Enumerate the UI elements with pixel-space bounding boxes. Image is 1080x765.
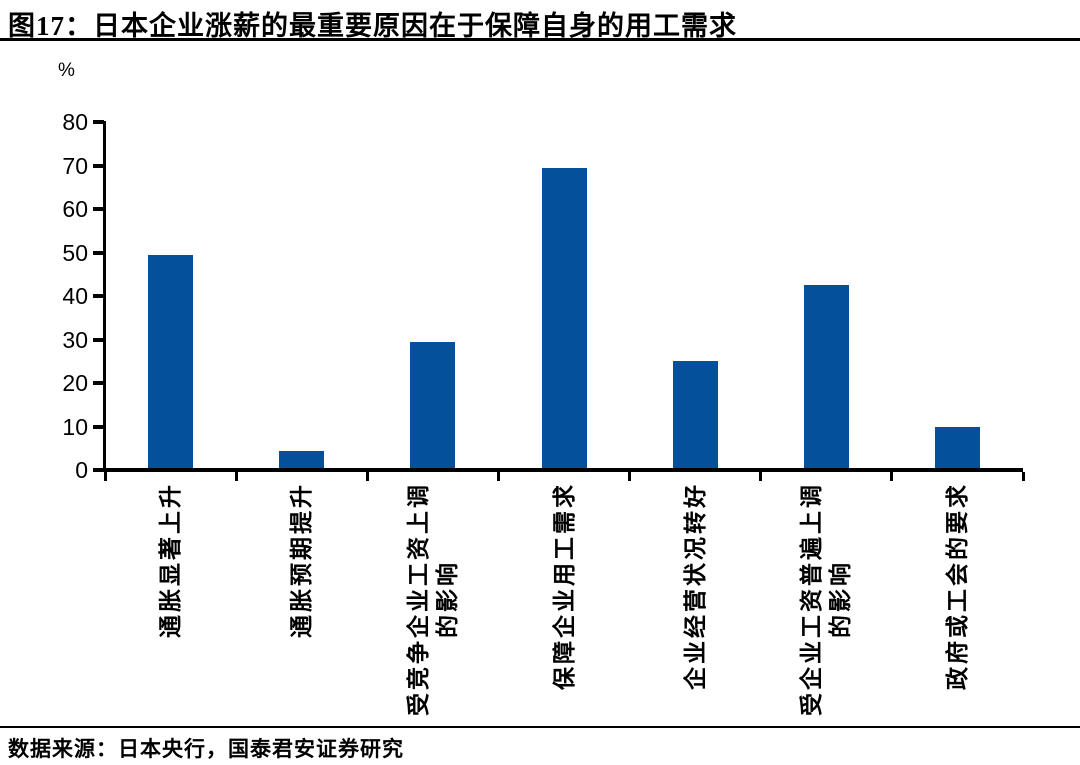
x-tick-mark	[365, 472, 369, 481]
y-tick-mark	[93, 424, 104, 429]
y-tick-label: 10	[62, 413, 88, 440]
x-tick-mark	[496, 472, 500, 481]
y-tick-mark	[93, 207, 104, 211]
bar	[148, 254, 194, 468]
bar	[279, 450, 325, 468]
y-tick-label: 60	[62, 196, 88, 222]
y-tick-label: 20	[62, 370, 88, 396]
x-tick-mark	[103, 472, 107, 481]
bar	[803, 285, 849, 468]
x-tick-mark	[234, 472, 238, 481]
chart-title: 图17：日本企业涨薪的最重要原因在于保障自身的用工需求	[8, 11, 737, 41]
y-tick-label: 30	[62, 326, 88, 353]
data-source-note: 数据来源：日本央行，国泰君安证券研究	[8, 737, 404, 761]
x-tick-mark	[759, 472, 763, 481]
y-tick-label: 70	[62, 152, 88, 179]
y-axis-line	[103, 121, 106, 470]
x-axis-line	[103, 468, 1023, 472]
bar	[541, 167, 587, 468]
x-tick-mark	[1021, 472, 1025, 481]
y-tick-label: 80	[62, 109, 88, 135]
y-tick-label: 0	[75, 457, 88, 483]
category-label: 政府或工会的要求	[943, 482, 1080, 690]
y-tick-mark	[93, 163, 104, 168]
y-tick-label: 40	[62, 283, 88, 309]
category-label-text: 通胀显著上升	[158, 482, 184, 638]
x-tick-mark	[890, 472, 894, 481]
category-label-text: 受企业工资普遍上调 的影响	[799, 482, 854, 716]
category-label-text: 通胀预期提升	[289, 482, 315, 638]
y-tick-mark	[93, 468, 104, 472]
y-tick-mark	[93, 294, 104, 298]
y-axis-unit-label: %	[58, 60, 75, 81]
category-label-text: 受竞争企业工资上调 的影响	[405, 482, 460, 716]
y-tick-mark	[93, 120, 104, 124]
category-label-text: 企业经营状况转好	[682, 482, 708, 690]
footer-rule	[0, 726, 1080, 728]
y-tick-label: 50	[62, 239, 88, 266]
title-underline	[0, 38, 1080, 41]
x-tick-mark	[628, 472, 632, 481]
bar	[410, 341, 456, 468]
y-tick-mark	[93, 250, 104, 255]
category-label-text: 保障企业用工需求	[551, 482, 577, 690]
bar	[672, 361, 718, 468]
bar	[934, 426, 980, 468]
category-label-text: 政府或工会的要求	[944, 482, 970, 690]
y-tick-mark	[93, 337, 104, 342]
y-tick-mark	[93, 381, 104, 385]
